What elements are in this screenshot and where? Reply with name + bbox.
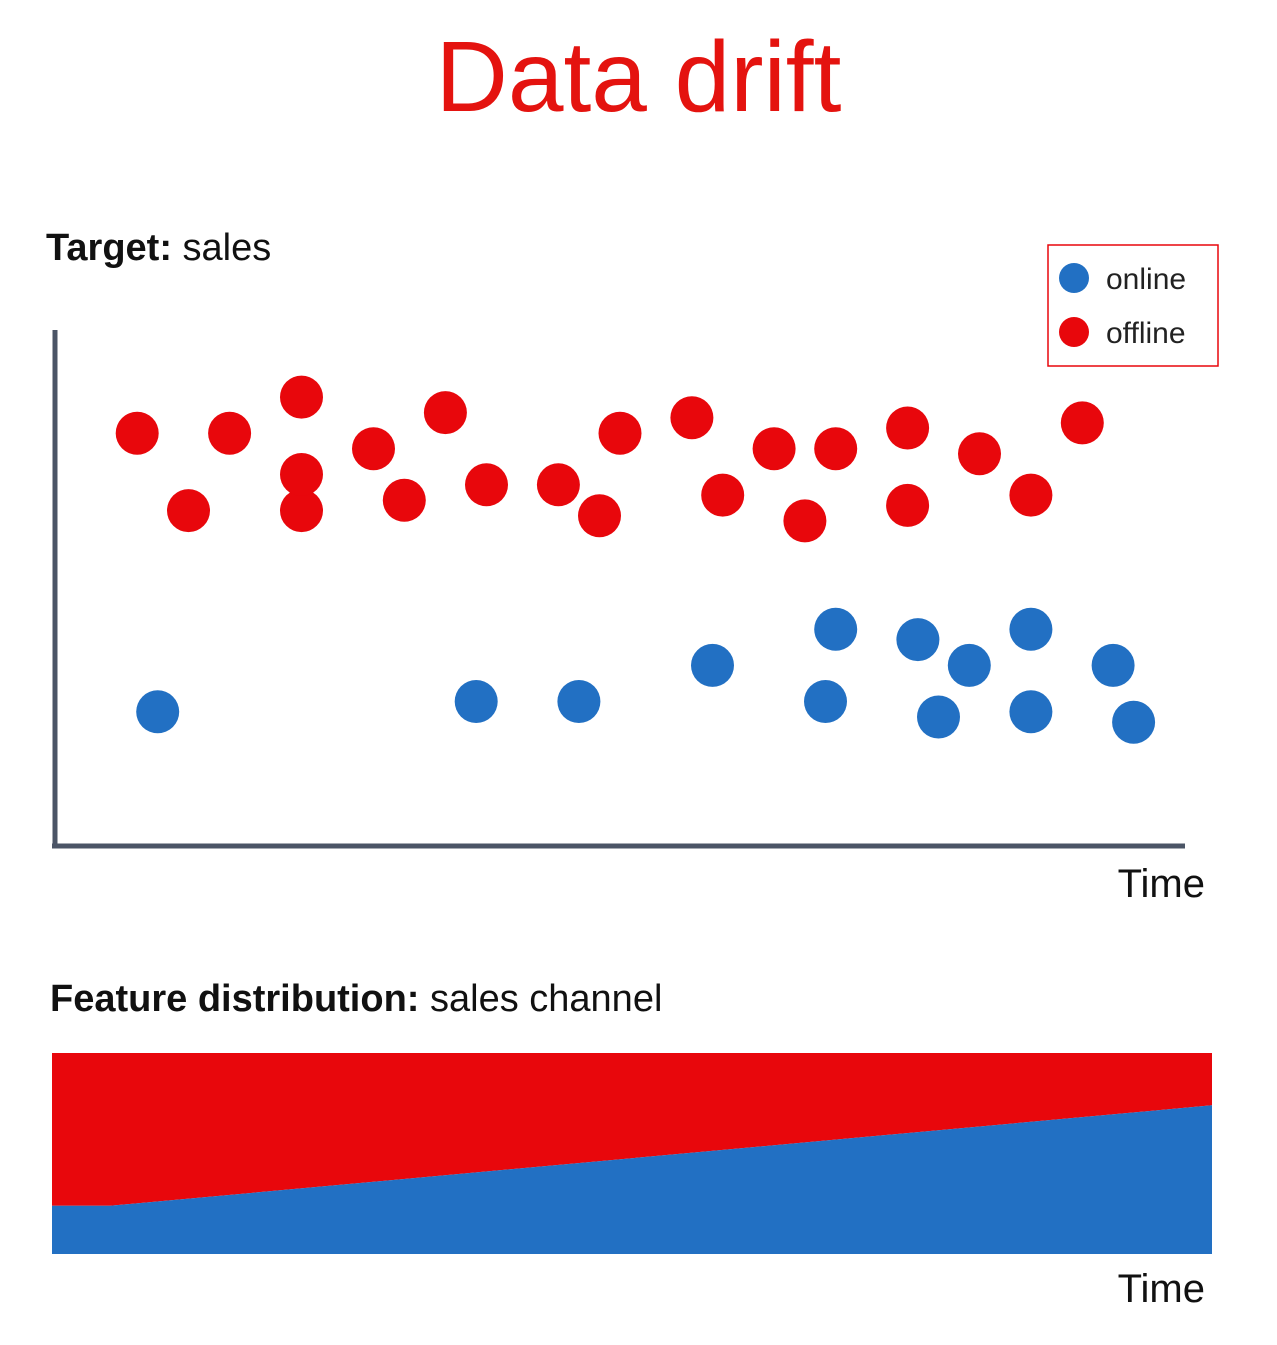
legend-marker-offline (1059, 317, 1089, 347)
point-offline-2 (208, 411, 252, 455)
point-offline-5 (280, 375, 323, 419)
point-offline-8 (423, 391, 467, 435)
point-offline-19 (886, 483, 930, 527)
point-offline-17 (814, 427, 858, 471)
legend-marker-online (1059, 263, 1089, 293)
point-offline-20 (958, 432, 1001, 476)
scatter-points (115, 375, 1156, 744)
point-offline-15 (752, 427, 796, 471)
point-offline-4 (280, 453, 323, 496)
point-online-2 (557, 680, 601, 723)
point-offline-9 (465, 463, 508, 507)
feature-chart-title: Feature distribution: sales channel (50, 978, 662, 1021)
point-offline-18 (886, 406, 930, 450)
scatter-x-axis-label: Time (1118, 862, 1205, 906)
point-offline-6 (352, 427, 395, 471)
legend-label-offline: offline (1106, 317, 1186, 350)
point-offline-0 (115, 411, 159, 455)
point-offline-3 (280, 489, 323, 533)
point-offline-12 (598, 411, 642, 455)
feature-title-rest: sales channel (430, 978, 663, 1020)
point-online-4 (804, 680, 847, 723)
area-chart: Time (52, 1053, 1212, 1311)
point-offline-11 (578, 494, 621, 538)
point-offline-13 (670, 396, 714, 440)
point-online-7 (917, 695, 960, 739)
point-online-12 (1112, 700, 1156, 744)
point-online-6 (896, 618, 940, 662)
legend-box (1047, 244, 1219, 367)
area-band-online (52, 1105, 1212, 1254)
point-online-11 (1091, 643, 1135, 687)
point-offline-1 (167, 489, 210, 533)
point-offline-21 (1009, 473, 1053, 517)
area-band-offline (52, 1053, 1212, 1206)
point-offline-22 (1060, 401, 1104, 445)
point-offline-16 (783, 499, 827, 543)
scatter-chart: Time online offline (52, 244, 1219, 906)
target-title-bold: Target: (46, 227, 172, 269)
area-x-axis-label: Time (1118, 1267, 1205, 1311)
point-online-0 (136, 690, 180, 734)
legend: online offline (1047, 244, 1219, 367)
page-title: Data drift (435, 21, 842, 133)
point-online-1 (454, 680, 498, 723)
point-online-10 (1009, 690, 1053, 734)
point-offline-14 (701, 473, 745, 517)
legend-label-online: online (1106, 263, 1186, 296)
point-online-5 (814, 607, 858, 651)
feature-title-bold: Feature distribution: (50, 978, 420, 1020)
point-online-8 (947, 643, 991, 687)
target-chart-title: Target: sales (46, 227, 271, 270)
point-online-3 (691, 643, 734, 687)
point-offline-10 (536, 463, 580, 507)
point-online-9 (1009, 607, 1053, 651)
point-offline-7 (382, 478, 426, 522)
target-title-rest: sales (182, 227, 272, 269)
